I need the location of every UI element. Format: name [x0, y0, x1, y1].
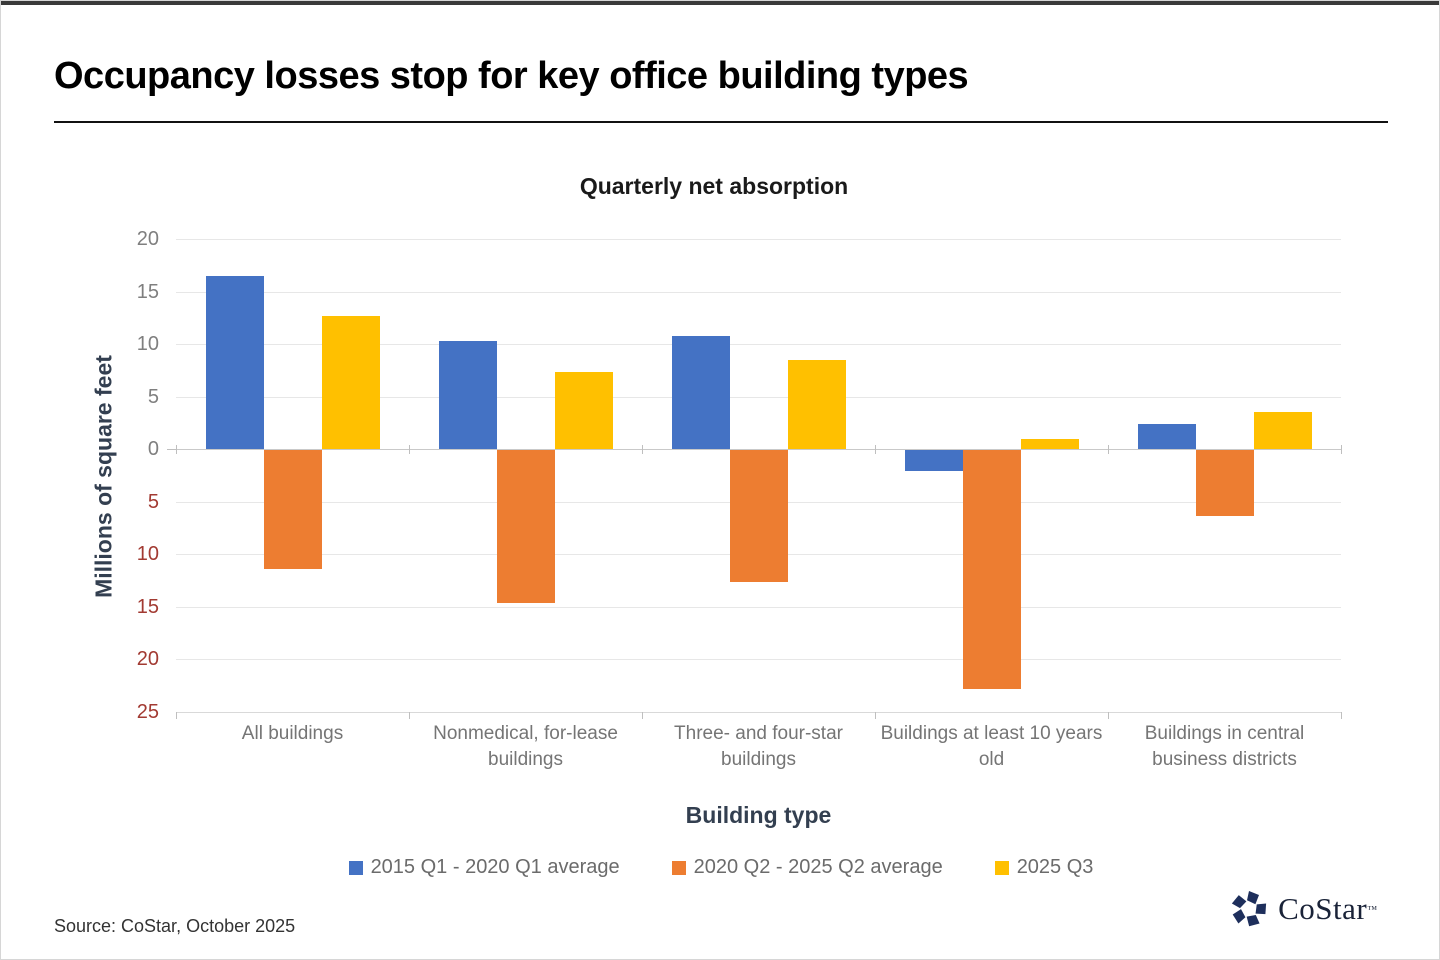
bar-yellow: [321, 315, 380, 450]
window-top-bar: [1, 1, 1439, 5]
zero-axis-tick: [642, 445, 643, 455]
bar-yellow: [787, 359, 846, 450]
costar-logo: CoStar™: [1229, 889, 1377, 929]
gridline: [176, 712, 1341, 713]
y-axis-title: Millions of square feet: [90, 355, 117, 598]
bottom-axis-tick: [642, 712, 643, 719]
legend-swatch-icon: [348, 860, 363, 875]
gridline: [176, 606, 1341, 608]
y-tick-label: 20: [136, 648, 159, 671]
category-label: All buildings: [241, 723, 344, 744]
bar-yellow: [1020, 438, 1079, 450]
chart-title: Quarterly net absorption: [579, 173, 849, 199]
y-tick-label: 0: [147, 438, 159, 461]
bottom-axis-tick: [176, 712, 177, 719]
bottom-axis-tick: [1108, 712, 1109, 719]
legend-label: 2020 Q2 - 2025 Q2 average: [693, 856, 943, 878]
bar-blue: [671, 335, 730, 450]
chart-legend: 2015 Q1 - 2020 Q1 average 2020 Q2 - 2025 …: [1, 856, 1439, 879]
zero-axis-tick: [1108, 445, 1109, 455]
zero-axis-tick: [176, 445, 177, 455]
costar-logo-text: CoStar™: [1278, 891, 1377, 926]
y-tick-label: 25: [136, 701, 159, 723]
category-label: Buildings at least 10 years old: [880, 723, 1103, 770]
zero-axis-tick: [875, 445, 876, 455]
page-title: Occupancy losses stop for key office bui…: [54, 55, 969, 97]
gridline: [176, 396, 1341, 398]
zero-axis-tick: [409, 445, 410, 455]
y-tick-label: 15: [136, 280, 159, 303]
category-label: Buildings in central business districts: [1144, 723, 1305, 770]
legend-item: 2020 Q2 - 2025 Q2 average: [671, 856, 943, 879]
bar-orange: [496, 450, 555, 603]
category-label: Three- and four-star buildings: [674, 723, 843, 770]
gridline: [176, 239, 1341, 240]
legend-item: 2025 Q3: [994, 856, 1094, 879]
gridline: [176, 659, 1341, 661]
costar-trademark: ™: [1367, 904, 1377, 916]
bottom-axis-tick: [875, 712, 876, 719]
y-tick-label: 20: [136, 228, 159, 250]
zero-gridline: [176, 449, 1341, 451]
legend-item: 2015 Q1 - 2020 Q1 average: [348, 856, 620, 879]
gridline: [176, 344, 1341, 346]
bar-orange: [729, 450, 788, 582]
y-tick-label: 5: [147, 490, 159, 513]
costar-pinwheel-icon: [1231, 891, 1267, 927]
bar-yellow: [554, 372, 613, 450]
bar-orange: [962, 450, 1021, 689]
y-tick-label: 10: [136, 543, 159, 566]
y-tick-label: 10: [136, 333, 159, 356]
bar-blue: [438, 340, 497, 450]
bar-yellow: [1253, 412, 1312, 450]
bottom-axis-tick: [409, 712, 410, 719]
title-divider-rule: [54, 121, 1388, 123]
bar-blue: [205, 275, 264, 450]
bottom-axis-tick: [1341, 712, 1342, 719]
bar-orange: [263, 450, 322, 569]
gridline: [176, 291, 1341, 293]
legend-label: 2015 Q1 - 2020 Q1 average: [370, 856, 620, 878]
y-tick-label: 15: [136, 595, 159, 618]
y-axis-zero-tick: [167, 449, 176, 451]
legend-swatch-icon: [671, 860, 686, 875]
bar-blue: [1137, 423, 1196, 450]
x-axis-title: Building type: [685, 802, 832, 828]
legend-label: 2025 Q3: [1016, 856, 1094, 878]
bar-orange: [1195, 450, 1254, 517]
legend-swatch-icon: [994, 860, 1009, 875]
zero-axis-tick: [1341, 445, 1342, 455]
category-label: Nonmedical, for-lease buildings: [433, 723, 618, 770]
source-text: Source: CoStar, October 2025: [54, 916, 296, 936]
bar-blue: [904, 450, 963, 472]
y-tick-label: 5: [147, 385, 159, 408]
